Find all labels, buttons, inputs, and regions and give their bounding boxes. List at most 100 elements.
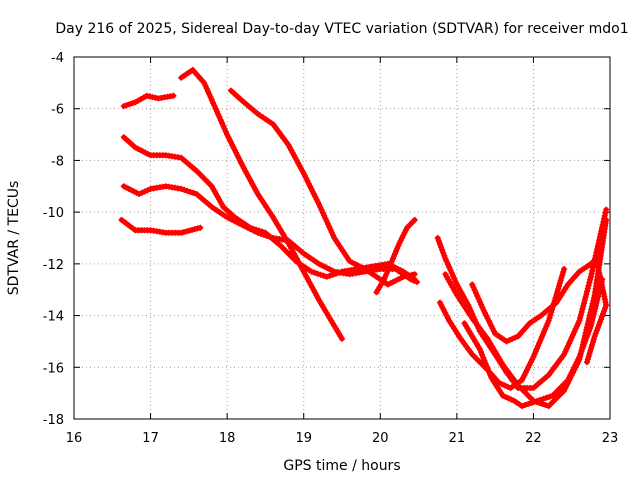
data-point-marker [319,209,326,216]
data-point-marker [522,402,528,408]
data-point-marker [601,307,608,314]
data-point-marker [531,398,538,405]
data-point-marker [210,100,217,106]
data-point-marker [330,232,337,239]
data-point-marker [186,227,193,234]
data-point-marker [536,340,543,346]
chart-title: Day 216 of 2025, Sidereal Day-to-day VTE… [55,21,628,37]
data-point-marker [126,101,133,108]
data-point-marker [583,334,590,341]
data-point-marker [152,94,159,101]
data-point-marker [480,354,487,361]
data-point-marker [478,349,484,355]
data-point-marker [581,339,588,346]
data-point-marker [587,347,594,354]
y-tick-label: -14 [43,310,64,325]
data-point-marker [588,344,595,351]
series-track-5 [118,216,204,236]
series-track-6 [228,87,418,288]
data-point-marker [308,268,315,275]
data-point-marker [178,185,185,192]
x-tick-label: 21 [449,431,466,446]
data-point-marker [260,231,267,238]
data-point-marker [546,314,553,321]
data-point-marker [590,336,597,343]
data-point-marker [541,328,547,335]
x-tick-label: 23 [602,431,619,446]
data-point-marker [531,351,538,358]
data-point-marker [585,353,592,360]
data-point-marker [546,393,553,400]
data-point-marker [543,323,550,330]
data-point-marker [436,240,443,247]
data-point-marker [544,320,551,327]
data-point-marker [434,235,441,241]
x-tick-label: 20 [372,431,389,446]
data-point-marker [603,206,610,213]
data-point-marker [555,286,562,293]
data-point-marker [598,316,604,323]
data-point-marker [537,396,544,403]
data-point-marker [487,371,494,378]
data-point-marker [129,100,136,107]
data-point-marker [222,128,229,135]
data-point-marker [560,268,567,275]
data-point-marker [435,238,442,244]
x-tick-label: 18 [219,431,236,446]
grid [74,57,610,419]
data-point-marker [581,297,588,304]
data-point-marker [582,294,589,301]
data-point-marker [123,102,130,109]
data-point-marker [587,276,594,283]
series-track-13 [584,302,610,366]
data-point-marker [590,339,596,345]
data-point-marker [540,395,547,402]
data-point-marker [600,310,606,317]
data-point-marker [559,271,566,278]
data-point-marker [556,283,562,290]
data-point-marker [481,357,488,364]
x-tick-label: 17 [142,431,159,446]
data-point-marker [475,295,482,302]
data-point-marker [221,125,228,132]
data-point-marker [414,279,420,285]
data-point-marker [603,302,610,309]
data-point-marker [591,333,598,340]
data-point-marker [484,366,491,373]
data-series [118,66,610,410]
data-point-marker [593,327,600,334]
y-tick-label: -12 [43,258,64,273]
data-point-marker [591,308,598,315]
data-point-marker [577,311,584,318]
data-point-marker [547,312,554,318]
data-point-marker [339,335,345,342]
y-tick-label: -18 [43,413,64,428]
data-point-marker [257,230,264,237]
data-point-marker [582,337,589,343]
data-point-marker [576,353,583,360]
series-track-12 [469,255,610,345]
data-point-marker [558,274,565,281]
series-track-9 [437,266,568,391]
data-point-marker [479,351,486,358]
data-point-marker [534,345,540,352]
data-point-marker [197,224,204,231]
y-tick-label: -16 [43,361,64,376]
data-point-marker [586,279,593,286]
data-point-marker [539,401,546,407]
data-point-marker [136,191,143,197]
y-tick-label: -10 [43,206,64,221]
data-point-marker [184,187,191,194]
data-point-marker [557,277,564,284]
data-point-marker [556,280,563,287]
y-axis-label: SDTVAR / TECUs [6,181,22,296]
x-tick-label: 16 [66,431,83,446]
data-point-marker [320,272,327,279]
data-point-marker [180,229,187,236]
y-tick-labels: -18 -16 -14 -12 -10 -8 -6 -4 [43,51,64,428]
data-point-marker [584,285,591,292]
data-point-marker [317,271,324,278]
data-point-marker [538,334,545,341]
data-point-marker [592,330,599,337]
